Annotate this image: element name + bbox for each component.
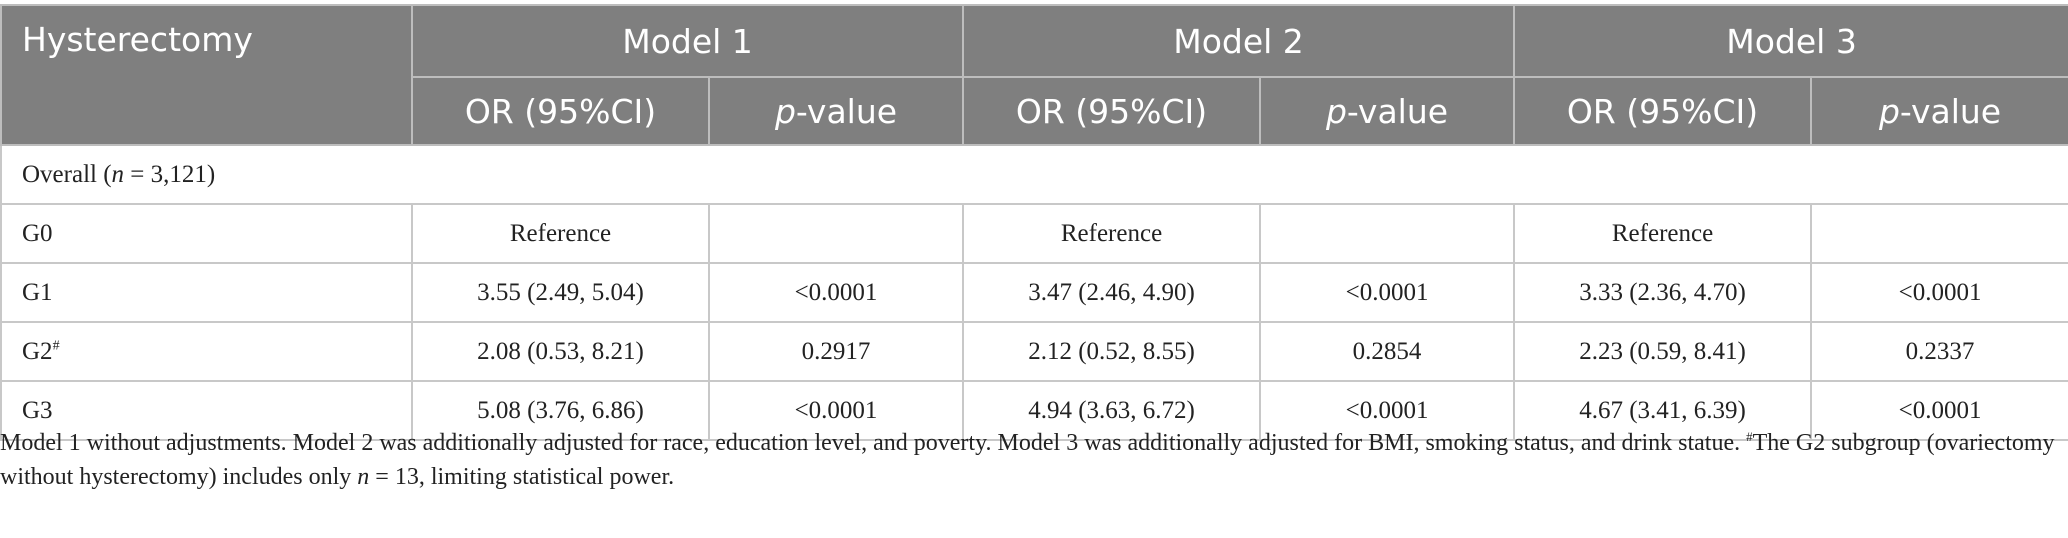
table-row: G3 5.08 (3.76, 6.86) <0.0001 4.94 (3.63,…	[0, 380, 2068, 441]
model-1-or: 2.08 (0.53, 8.21)	[411, 321, 710, 382]
model-3-p-header: p-value	[1810, 76, 2068, 146]
results-table-container: Hysterectomy Model 1 Model 2 Model 3 OR …	[0, 4, 2068, 441]
section-row-overall: Overall (n = 3,121)	[0, 144, 2068, 205]
group-label: G3	[0, 380, 413, 441]
section-label: Overall (n = 3,121)	[0, 144, 2068, 205]
model-3-or-header: OR (95%CI)	[1513, 76, 1813, 146]
table-header: Hysterectomy Model 1 Model 2 Model 3 OR …	[0, 4, 2068, 146]
model-1-p-header: p-value	[707, 76, 965, 146]
model-2-or: 4.94 (3.63, 6.72)	[962, 380, 1262, 441]
table-row: G2# 2.08 (0.53, 8.21) 0.2917 2.12 (0.52,…	[0, 321, 2068, 382]
model-1-or: 5.08 (3.76, 6.86)	[411, 380, 710, 441]
table-row: G1 3.55 (2.49, 5.04) <0.0001 3.47 (2.46,…	[0, 262, 2068, 323]
model-3-p: 0.2337	[1810, 321, 2068, 382]
model-3-or: 2.23 (0.59, 8.41)	[1513, 321, 1813, 382]
table-row: G0 Reference Reference Reference	[0, 203, 2068, 264]
model-3-p: <0.0001	[1810, 380, 2068, 441]
model-2-p: <0.0001	[1259, 262, 1516, 323]
model-2-p	[1259, 203, 1516, 264]
model-1-header: Model 1	[410, 4, 965, 78]
group-label: G1	[0, 262, 413, 323]
group-label: G2#	[0, 321, 413, 382]
model-3-p: <0.0001	[1810, 262, 2068, 323]
model-3-or: 4.67 (3.41, 6.39)	[1513, 380, 1813, 441]
row-label-header: Hysterectomy	[0, 4, 413, 146]
model-3-p	[1810, 203, 2068, 264]
model-2-p-header: p-value	[1259, 76, 1516, 146]
model-3-or: 3.33 (2.36, 4.70)	[1513, 262, 1813, 323]
model-2-p: 0.2854	[1259, 321, 1516, 382]
model-1-or: 3.55 (2.49, 5.04)	[411, 262, 710, 323]
model-1-p: 0.2917	[707, 321, 965, 382]
model-2-or: 3.47 (2.46, 4.90)	[962, 262, 1262, 323]
model-2-or-header: OR (95%CI)	[962, 76, 1262, 146]
model-2-or: 2.12 (0.52, 8.55)	[962, 321, 1262, 382]
model-2-p: <0.0001	[1259, 380, 1516, 441]
model-1-or-header: OR (95%CI)	[411, 76, 710, 146]
odds-ratio-table: Hysterectomy Model 1 Model 2 Model 3 OR …	[0, 4, 2068, 441]
table-body: Overall (n = 3,121) G0 Reference Referen…	[0, 144, 2068, 441]
table-footnote: Model 1 without adjustments. Model 2 was…	[0, 429, 2055, 490]
group-label: G0	[0, 203, 413, 264]
model-1-or: Reference	[411, 203, 710, 264]
model-1-p	[707, 203, 965, 264]
model-3-or: Reference	[1513, 203, 1813, 264]
model-2-or: Reference	[962, 203, 1262, 264]
model-1-p: <0.0001	[707, 380, 965, 441]
model-1-p: <0.0001	[707, 262, 965, 323]
model-2-header: Model 2	[962, 4, 1516, 78]
model-3-header: Model 3	[1513, 4, 2068, 78]
